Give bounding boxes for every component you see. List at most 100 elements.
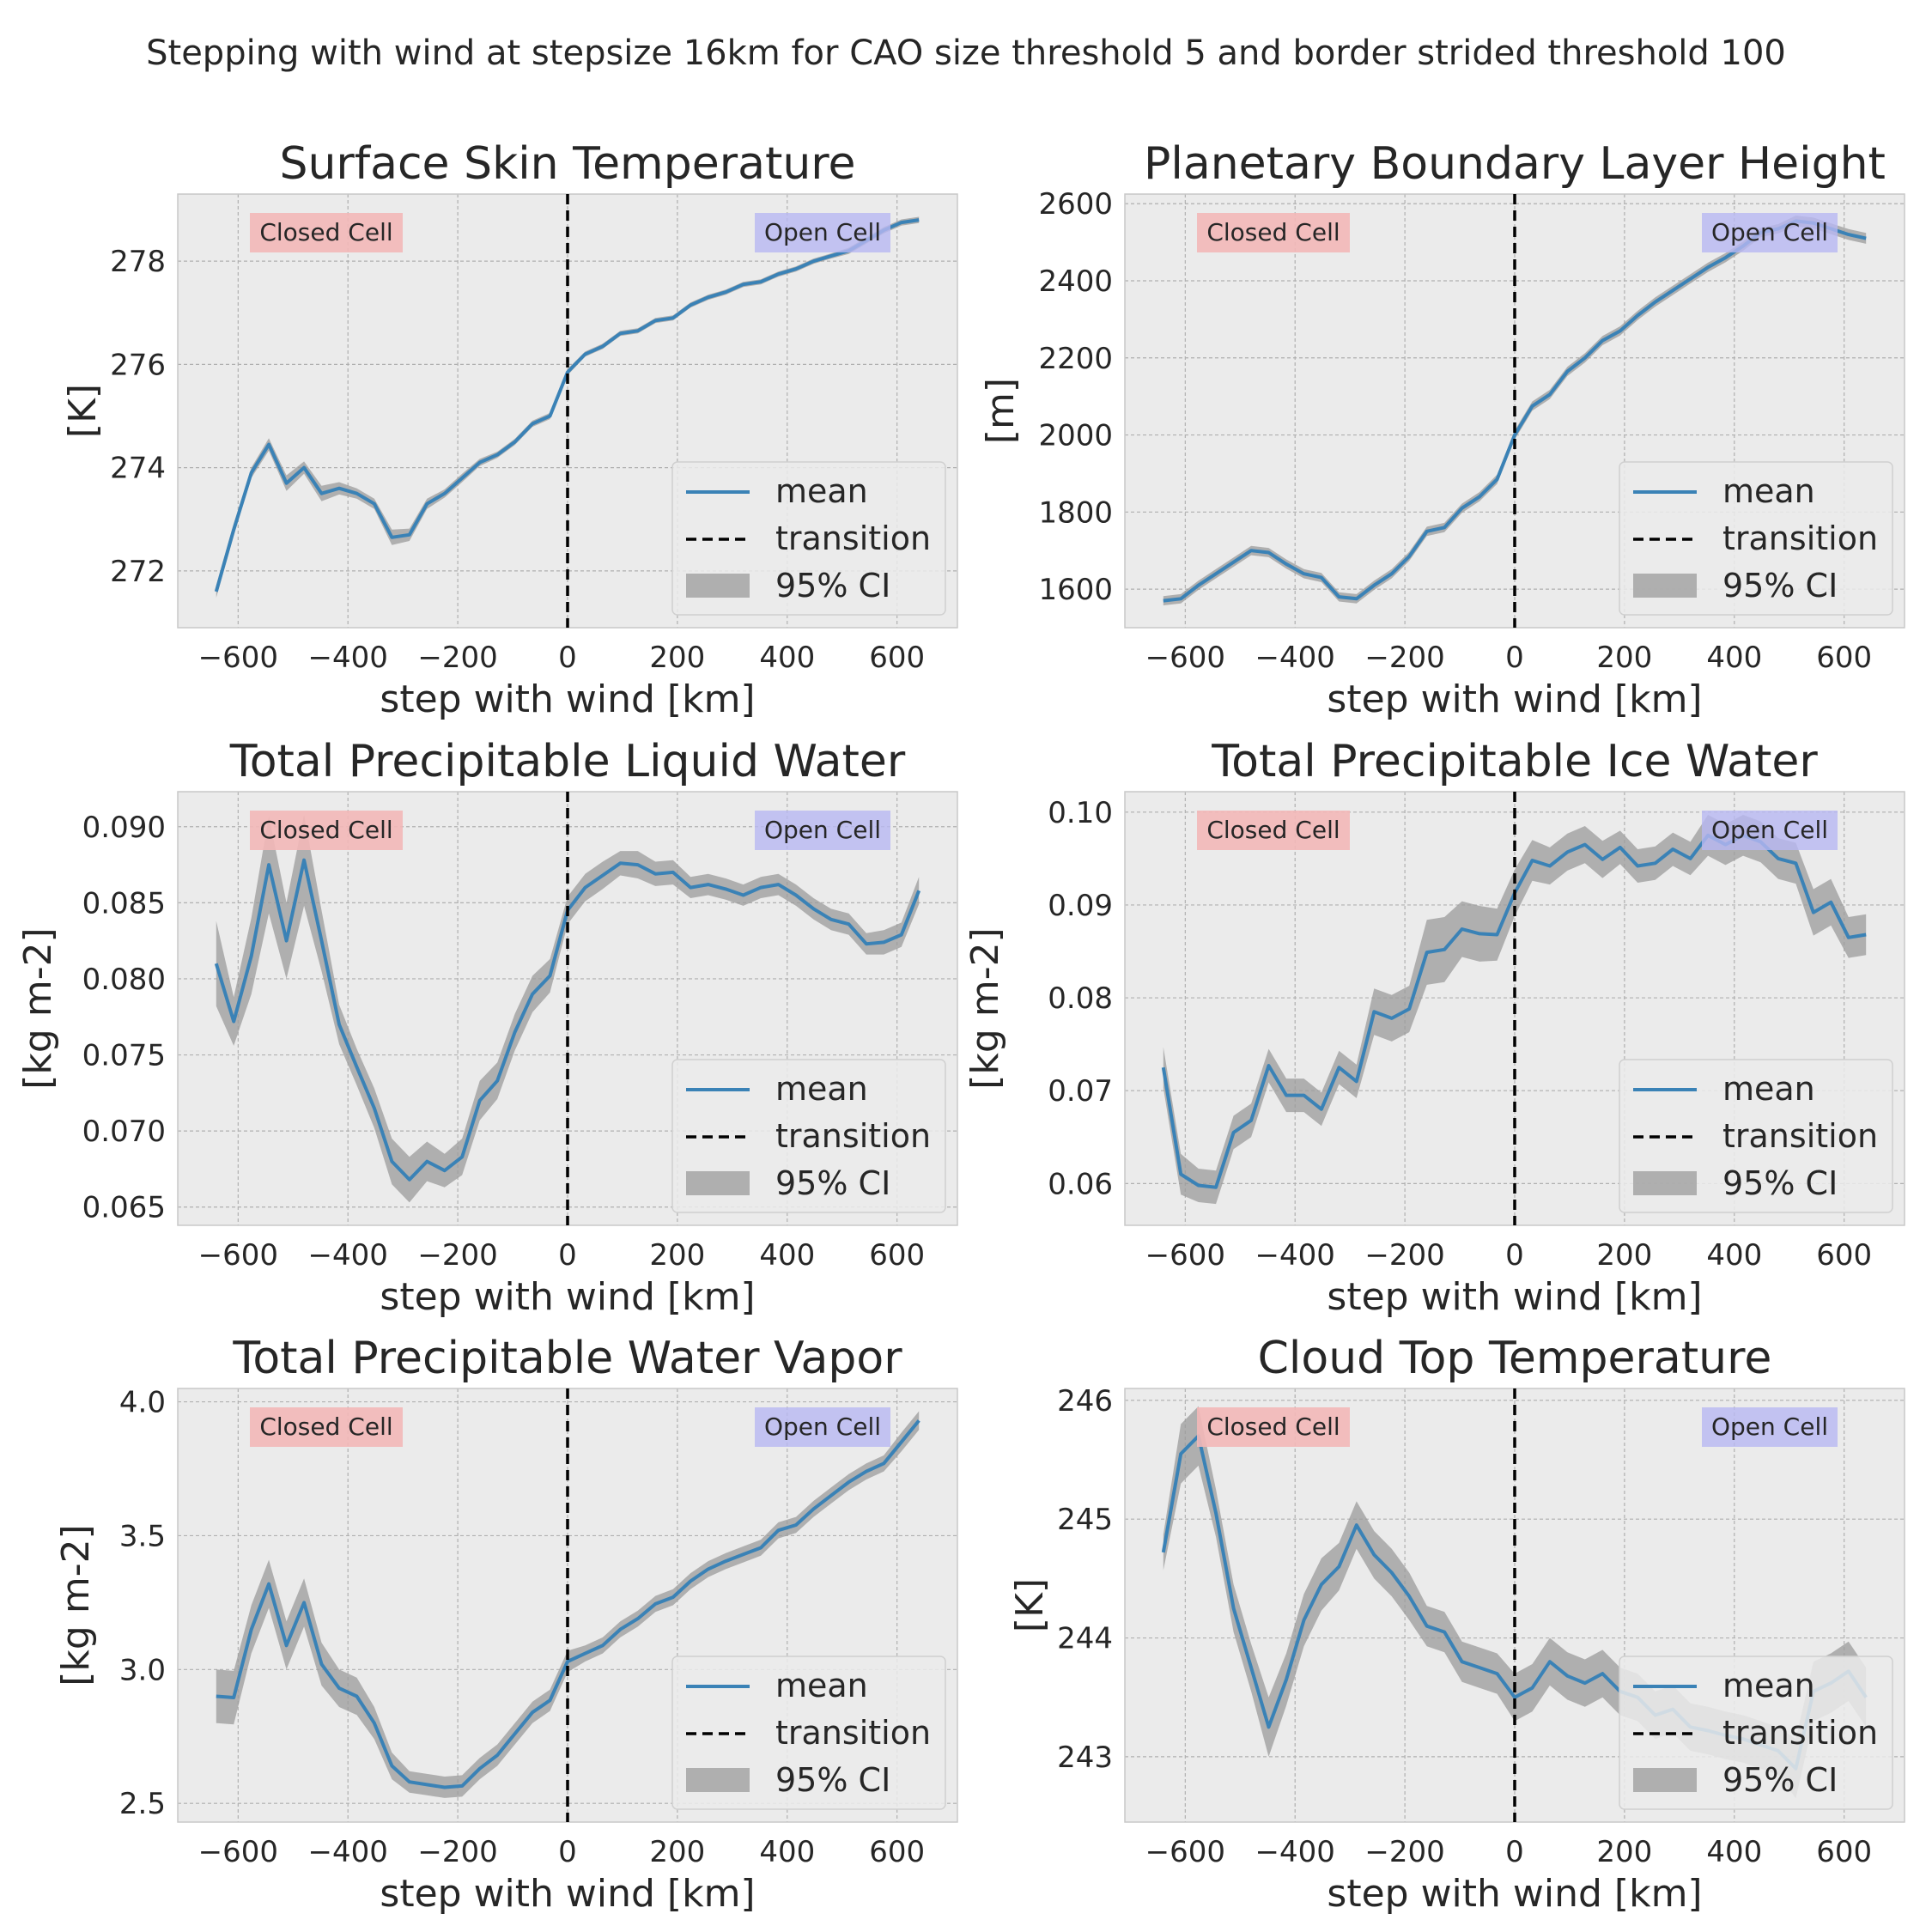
x-tick-label: 400 bbox=[759, 1238, 815, 1273]
closed-cell-text: Closed Cell bbox=[1206, 816, 1340, 844]
legend-transition-label: transition bbox=[1722, 1714, 1878, 1752]
x-tick-label: −400 bbox=[308, 641, 388, 675]
closed-cell-label: Closed Cell bbox=[250, 213, 403, 252]
legend-ci-swatch bbox=[1633, 1768, 1697, 1792]
open-cell-text: Open Cell bbox=[1711, 218, 1828, 246]
ci-band bbox=[1163, 216, 1867, 605]
x-tick-label: −400 bbox=[1255, 641, 1335, 675]
x-tick-label: −400 bbox=[1255, 1238, 1335, 1273]
y-axis-label: [kg m-2] bbox=[963, 927, 1007, 1089]
closed-cell-label: Closed Cell bbox=[1197, 811, 1350, 850]
x-tick-label: −400 bbox=[308, 1835, 388, 1869]
x-tick-label: 400 bbox=[1706, 1835, 1762, 1869]
x-tick-label: 0 bbox=[1505, 641, 1524, 675]
open-cell-label: Open Cell bbox=[1702, 213, 1838, 252]
legend: mean transition 95% CI bbox=[1619, 1656, 1893, 1810]
y-tick-label: 246 bbox=[1057, 1384, 1113, 1419]
y-tick-label: 2600 bbox=[1038, 187, 1113, 222]
y-tick-label: 3.5 bbox=[119, 1519, 166, 1553]
y-tick-label: 276 bbox=[110, 348, 166, 382]
y-tick-label: 0.10 bbox=[1048, 796, 1113, 830]
x-tick-label: 400 bbox=[759, 641, 815, 675]
closed-cell-text: Closed Cell bbox=[1206, 218, 1340, 246]
x-tick-label: 0 bbox=[558, 641, 577, 675]
open-cell-box bbox=[1702, 811, 1838, 850]
legend-transition-label: transition bbox=[775, 1117, 931, 1155]
open-cell-box bbox=[755, 1407, 890, 1447]
x-tick-label: −200 bbox=[417, 1238, 497, 1273]
x-tick-label: 400 bbox=[1706, 1238, 1762, 1273]
x-tick-label: 200 bbox=[1596, 1835, 1652, 1869]
x-axis-label: step with wind [km] bbox=[1327, 1275, 1702, 1319]
legend-transition-label: transition bbox=[775, 519, 931, 557]
open-cell-label: Open Cell bbox=[755, 811, 890, 850]
legend-ci-label: 95% CI bbox=[775, 1164, 890, 1202]
subplot-title: Planetary Boundary Layer Height bbox=[1144, 138, 1886, 190]
closed-cell-label: Closed Cell bbox=[250, 1407, 403, 1447]
x-tick-label: 600 bbox=[1816, 1835, 1872, 1869]
x-tick-label: −600 bbox=[1145, 1238, 1225, 1273]
closed-cell-box bbox=[250, 1407, 403, 1447]
x-tick-label: 0 bbox=[558, 1238, 577, 1273]
closed-cell-label: Closed Cell bbox=[1197, 1407, 1350, 1447]
y-tick-label: 0.065 bbox=[82, 1191, 166, 1225]
mean-line bbox=[214, 218, 920, 592]
x-tick-label: −200 bbox=[1364, 1835, 1444, 1869]
y-tick-label: 243 bbox=[1057, 1741, 1113, 1775]
x-tick-label: −600 bbox=[1145, 641, 1225, 675]
y-axis-label: [kg m-2] bbox=[54, 1524, 98, 1686]
y-tick-label: 0.08 bbox=[1048, 981, 1113, 1016]
legend-transition-label: transition bbox=[1722, 519, 1878, 557]
x-tick-label: 200 bbox=[1596, 641, 1652, 675]
x-tick-label: 600 bbox=[869, 641, 925, 675]
closed-cell-label: Closed Cell bbox=[1197, 213, 1350, 252]
y-tick-label: 0.07 bbox=[1048, 1074, 1113, 1109]
y-tick-label: 244 bbox=[1057, 1622, 1113, 1656]
closed-cell-box bbox=[250, 811, 403, 850]
legend-ci-label: 95% CI bbox=[775, 1761, 890, 1799]
x-tick-label: 0 bbox=[558, 1835, 577, 1869]
legend-ci-swatch bbox=[686, 1768, 750, 1792]
x-tick-label: −200 bbox=[1364, 1238, 1444, 1273]
x-tick-label: 200 bbox=[649, 641, 705, 675]
y-tick-label: 274 bbox=[110, 452, 166, 486]
closed-cell-box bbox=[1197, 1407, 1350, 1447]
subplot-title: Surface Skin Temperature bbox=[279, 138, 855, 190]
x-tick-label: −600 bbox=[198, 1238, 278, 1273]
x-tick-label: 200 bbox=[649, 1835, 705, 1869]
mean-line bbox=[216, 1419, 920, 1789]
subplot-title: Total Precipitable Water Vapor bbox=[232, 1333, 902, 1384]
figure-suptitle: Stepping with wind at stepsize 16km for … bbox=[146, 33, 1786, 73]
x-tick-label: −600 bbox=[1145, 1835, 1225, 1869]
x-tick-label: 600 bbox=[1816, 1238, 1872, 1273]
x-tick-label: −600 bbox=[198, 1835, 278, 1869]
legend-ci-swatch bbox=[1633, 574, 1697, 598]
y-tick-label: 245 bbox=[1057, 1503, 1113, 1537]
legend: mean transition 95% CI bbox=[1619, 1059, 1893, 1213]
x-axis-label: step with wind [km] bbox=[380, 677, 755, 721]
closed-cell-text: Closed Cell bbox=[259, 1413, 392, 1441]
closed-cell-label: Closed Cell bbox=[250, 811, 403, 850]
open-cell-text: Open Cell bbox=[764, 218, 881, 246]
y-tick-label: 1600 bbox=[1038, 573, 1113, 607]
legend-ci-swatch bbox=[686, 1171, 750, 1195]
y-tick-label: 0.090 bbox=[82, 811, 166, 845]
x-tick-label: 400 bbox=[759, 1835, 815, 1869]
open-cell-label: Open Cell bbox=[1702, 811, 1838, 850]
subplot-title: Total Precipitable Liquid Water bbox=[229, 736, 906, 787]
legend-transition-label: transition bbox=[1722, 1117, 1878, 1155]
y-axis-label: [K] bbox=[1008, 1578, 1052, 1632]
y-tick-label: 2.5 bbox=[119, 1787, 166, 1821]
y-tick-label: 0.080 bbox=[82, 963, 166, 997]
y-tick-label: 0.070 bbox=[82, 1115, 166, 1149]
subplot-3: Closed Cell Open Cell −600 −400 −200 0 200 400 6… bbox=[16, 736, 958, 1319]
subplot-title: Cloud Top Temperature bbox=[1258, 1333, 1772, 1384]
open-cell-box bbox=[755, 811, 890, 850]
closed-cell-box bbox=[1197, 811, 1350, 850]
x-axis-label: step with wind [km] bbox=[1327, 1872, 1702, 1916]
x-tick-label: −200 bbox=[417, 1835, 497, 1869]
x-tick-label: −400 bbox=[308, 1238, 388, 1273]
legend-transition-label: transition bbox=[775, 1714, 931, 1752]
y-tick-label: 2400 bbox=[1038, 264, 1113, 299]
